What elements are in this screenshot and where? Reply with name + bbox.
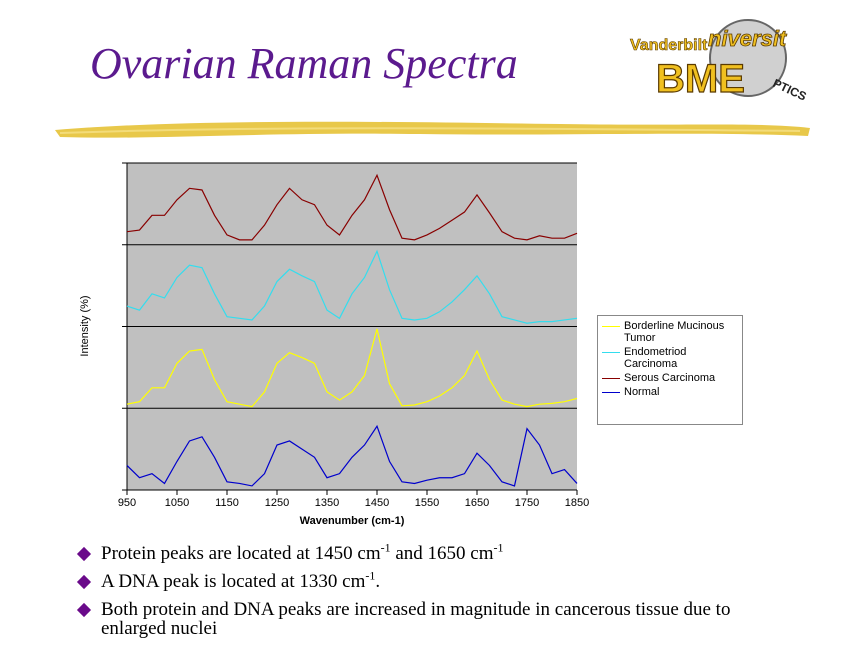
bullet-text: Both protein and DNA peaks are increased… [101,600,775,638]
superscript: -1 [365,568,376,583]
text-run: Both protein and DNA peaks are increased… [101,599,736,639]
bullet-marker [76,602,92,618]
bullet: Protein peaks are located at 1450 cm-1 a… [75,540,775,564]
spectrum-line [126,249,578,324]
legend-item: Serous Carcinoma [600,372,740,384]
legend: Borderline Mucinous Tumor Endometriod Car… [597,315,743,425]
x-tick-label: 950 [118,497,136,509]
legend-swatch [602,352,620,353]
x-tick-label: 1850 [565,497,589,509]
bullet-list: Protein peaks are located at 1450 cm-1 a… [75,540,775,647]
logo-side: PTICS [771,76,809,104]
x-tick-label: 1150 [215,497,239,509]
text-run: . [375,571,381,592]
legend-swatch [602,378,620,379]
superscript: -1 [380,540,391,555]
bullet-marker [76,574,92,590]
logo-circle [709,19,787,97]
logo-main: BME [656,57,745,101]
legend-label: Borderline Mucinous Tumor [624,320,725,344]
spectrum-line [126,173,578,241]
text-run: and 1650 cm [390,543,494,564]
legend-item: Normal [600,386,740,398]
x-tick-label: 1250 [265,497,289,509]
x-tick-label: 1750 [515,497,539,509]
bullet: Both protein and DNA peaks are increased… [75,600,775,638]
x-tick-label: 1650 [465,497,489,509]
text-run: Protein peaks are located at 1450 cm [101,543,381,564]
logo-top: Vanderbilt [630,37,708,54]
x-tick-label: 1550 [415,497,439,509]
brush-highlight [59,127,801,134]
bullet-text: A DNA peak is located at 1330 cm-1. [101,568,381,592]
text-run: A DNA peak is located at 1330 cm [101,571,366,592]
chart: Intensity (%) Wavenumber (cm-1) 950 1050 1… [79,162,589,527]
x-tick-label: 1450 [365,497,389,509]
x-tick-label: 1350 [315,497,339,509]
spectrum-line [126,328,578,408]
legend-swatch [602,392,620,393]
x-axis-label: Wavenumber (cm-1) [300,515,405,527]
x-tick-label: 1050 [165,497,189,509]
legend-item: Borderline Mucinous Tumor [600,320,740,344]
bullet: A DNA peak is located at 1330 cm-1. [75,568,775,592]
legend-item: Endometriod Carcinoma [600,346,740,370]
y-axis-label: Intensity (%) [79,295,91,356]
legend-label: Normal [624,386,660,398]
brush-stroke [55,121,810,138]
bullet-text: Protein peaks are located at 1450 cm-1 a… [101,540,504,564]
legend-swatch [602,326,620,327]
bullet-marker [76,546,92,562]
legend-label: Endometriod Carcinoma [624,346,687,370]
logo-arc: niversit [708,26,788,51]
title: Ovarian Raman Spectra [90,39,518,88]
superscript: -1 [493,540,504,555]
spectrum-line [126,424,578,487]
legend-label: Serous Carcinoma [624,372,716,384]
